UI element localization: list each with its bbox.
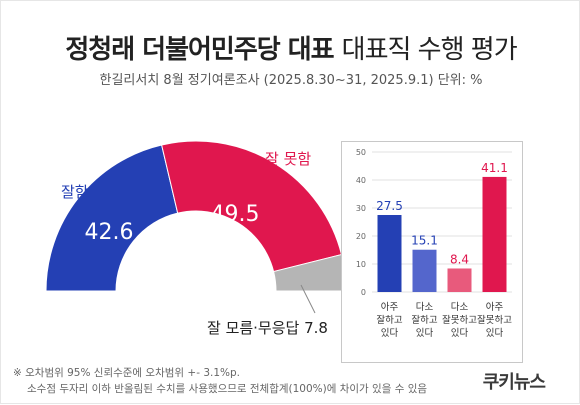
category-label: 잘하고 [411,314,437,326]
bar-value-label: 8.4 [450,252,469,266]
category-label: 아주 [381,302,399,313]
bar [482,176,507,292]
category-label: 있다 [451,327,469,339]
donut-layer [45,140,347,292]
bad-value: 49.5 [211,202,260,227]
category-label: 아주 [486,302,504,313]
donut-slice-good [45,144,179,292]
footnote-line-2: 소수점 두자리 이하 반올림된 수치를 사용했으므로 전체합계(100%)에 차… [27,383,428,395]
bar-value-label: 41.1 [481,161,508,175]
dk-label: 잘 모름·무응답 7.8 [207,319,328,337]
title-part1: 정청래 더불어민주당 대표 [65,35,334,65]
y-tick-label: 40 [356,176,366,185]
bar-value-label: 27.5 [376,199,403,213]
title-part2: 대표직 수행 평가 [341,35,518,65]
category-label: 잘못하고 [442,314,477,326]
bad-label: 잘 못함 [265,150,311,168]
bar-chart: 0102030405027.5아주잘하고있다15.1다소잘하고있다8.4다소잘못… [356,148,512,339]
chart-title: 정청래 더불어민주당 대표 대표직 수행 평가 [1,29,580,66]
good-label: 잘함 [61,183,89,201]
bar [412,249,437,292]
y-tick-label: 10 [356,260,366,269]
category-label: 있다 [416,327,434,339]
category-label: 잘하고 [376,314,402,326]
y-tick-label: 0 [361,288,366,297]
bar-value-label: 15.1 [411,234,438,248]
category-label: 다소 [451,302,469,313]
category-label: 다소 [416,302,434,313]
y-tick-label: 30 [356,204,366,213]
y-tick-label: 50 [356,148,366,157]
category-label: 있다 [381,327,399,339]
category-label: 있다 [486,327,504,339]
donut-slice-bad [161,140,343,273]
footnote: ※ 오차범위 95% 신뢰수준에 오차범위 +- 3.1%p. 소수점 두자리 … [13,365,427,397]
bar-panel: 0 10 20 30 40 50 27.5 아주 잘하고 있다 15.1 다소 잘하고 있다 8.4 다소 잘못… [341,141,523,363]
chart-subtitle: 한길리서치 8월 정기여론조사 (2025.8.30~31, 2025.9.1)… [99,73,483,88]
bar [447,268,472,292]
category-label: 잘못하고 [477,314,512,326]
brand-logo: 쿠키뉴스 [482,372,546,393]
good-value: 42.6 [85,220,134,245]
footnote-line-1: ※ 오차범위 95% 신뢰수준에 오차범위 +- 3.1%p. [13,367,241,379]
y-tick-label: 20 [356,232,366,241]
bar [377,215,402,292]
dk-leader-line [300,284,316,314]
